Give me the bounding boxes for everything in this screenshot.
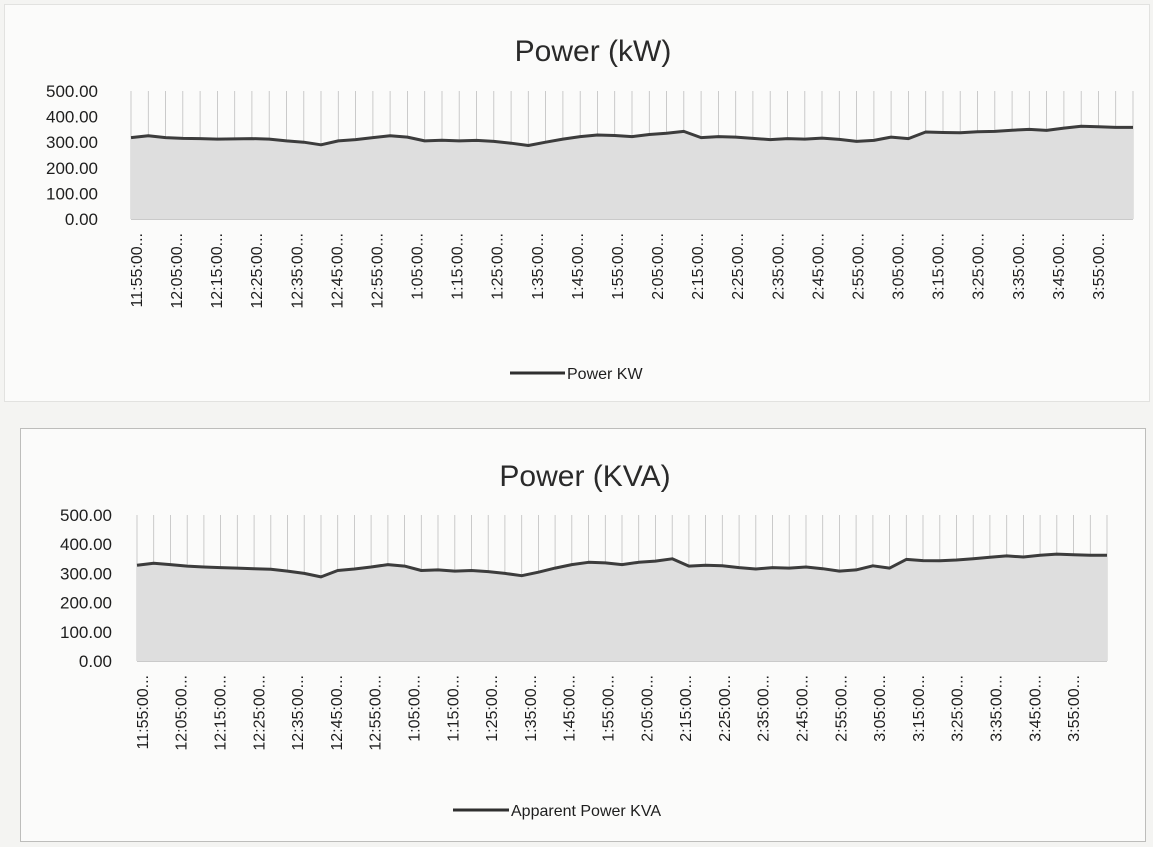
- x-tick-label: 12:35:00...: [289, 233, 306, 309]
- x-tick-label: 2:45:00...: [795, 675, 812, 742]
- x-tick-label: 12:05:00...: [169, 233, 186, 309]
- y-tick-label: 0.00: [79, 652, 112, 671]
- x-tick-label: 12:15:00...: [213, 675, 230, 751]
- x-tick-label: 2:55:00...: [850, 233, 867, 300]
- x-tick-label: 12:35:00...: [290, 675, 307, 751]
- x-tick-label: 12:55:00...: [370, 233, 387, 309]
- x-tick-label: 1:25:00...: [484, 675, 501, 742]
- x-tick-label: 3:55:00...: [1066, 675, 1083, 742]
- x-tick-label: 12:45:00...: [329, 675, 346, 751]
- series-line: [136, 552, 1107, 579]
- x-tick-label: 2:45:00...: [810, 233, 827, 300]
- x-tick-label: 2:05:00...: [650, 233, 667, 300]
- x-tick-label: 3:15:00...: [931, 233, 948, 300]
- x-tick-label: 12:05:00...: [174, 675, 191, 751]
- x-tick-label: 1:45:00...: [562, 675, 579, 742]
- x-tick-label: 1:55:00...: [601, 675, 618, 742]
- x-tick-label: 3:05:00...: [872, 675, 889, 742]
- x-tick-label: 12:25:00...: [251, 675, 268, 751]
- x-tick-label: 1:05:00...: [410, 233, 427, 300]
- x-tick-label: 1:55:00...: [610, 233, 627, 300]
- x-tick-label: 2:15:00...: [690, 233, 707, 300]
- x-tick-label: 12:45:00...: [329, 233, 346, 309]
- y-tick-label: 0.00: [65, 210, 98, 229]
- x-tick-label: 1:35:00...: [523, 675, 540, 742]
- x-tick-label: 2:05:00...: [639, 675, 656, 742]
- x-tick-label: 2:25:00...: [730, 233, 747, 300]
- x-tick-label: 11:55:00...: [135, 675, 152, 749]
- y-tick-label: 300.00: [46, 133, 98, 152]
- x-tick-label: 1:05:00...: [407, 675, 424, 742]
- chart-title: Power (kW): [515, 35, 672, 68]
- y-tick-label: 500.00: [46, 82, 98, 101]
- x-tick-label: 12:55:00...: [368, 675, 385, 751]
- x-tick-label: 2:55:00...: [833, 675, 850, 742]
- x-tick-label: 3:45:00...: [1027, 675, 1044, 742]
- x-tick-label: 12:15:00...: [209, 233, 226, 309]
- y-tick-label: 200.00: [60, 594, 112, 613]
- x-tick-label: 3:35:00...: [989, 675, 1006, 742]
- x-tick-label: 3:25:00...: [950, 675, 967, 742]
- x-tick-label: 3:55:00...: [1091, 233, 1108, 300]
- x-tick-label: 12:25:00...: [249, 233, 266, 309]
- power-kva-chart-svg: Power (KVA) 500.00 400.00 300.00 200.00 100.…: [60, 460, 1108, 820]
- x-tick-label: 3:25:00...: [971, 233, 988, 300]
- y-tick-label: 200.00: [46, 159, 98, 178]
- x-tick-label: 1:15:00...: [445, 675, 462, 742]
- y-tick-label: 100.00: [60, 623, 112, 642]
- legend-label: Apparent Power KVA: [511, 803, 661, 820]
- power-kva-chart: Power (KVA) 500.00 400.00 300.00 200.00 100.…: [20, 428, 1146, 842]
- series-area: [131, 126, 1133, 219]
- y-tick-label: 100.00: [46, 184, 98, 203]
- x-tick-label: 3:15:00...: [911, 675, 928, 742]
- y-tick-label: 500.00: [60, 506, 112, 525]
- y-tick-label: 400.00: [60, 535, 112, 554]
- x-tick-label: 1:15:00...: [450, 233, 467, 300]
- power-kw-chart: Power (kW) 500.00 400.00 300.00 200.00 100.0…: [4, 4, 1150, 402]
- power-kw-chart-svg: Power (kW) 500.00 400.00 300.00 200.00 100.0…: [46, 35, 1134, 383]
- x-tick-label: 2:35:00...: [770, 233, 787, 300]
- x-tick-label: 2:35:00...: [756, 675, 773, 742]
- x-tick-label: 3:35:00...: [1011, 233, 1028, 300]
- x-tick-label: 2:15:00...: [678, 675, 695, 742]
- y-tick-label: 400.00: [46, 108, 98, 127]
- x-tick-label: 1:35:00...: [530, 233, 547, 300]
- x-tick-label: 1:45:00...: [570, 233, 587, 300]
- y-tick-label: 300.00: [60, 564, 112, 583]
- series-line: [130, 124, 1133, 147]
- x-tick-label: 1:25:00...: [490, 233, 507, 300]
- series-area: [137, 554, 1107, 661]
- legend-label: Power KW: [567, 366, 643, 383]
- x-tick-label: 3:45:00...: [1051, 233, 1068, 300]
- x-tick-label: 11:55:00...: [129, 233, 146, 307]
- chart-title: Power (KVA): [499, 460, 670, 493]
- x-tick-label: 2:25:00...: [717, 675, 734, 742]
- x-tick-label: 3:05:00...: [891, 233, 908, 300]
